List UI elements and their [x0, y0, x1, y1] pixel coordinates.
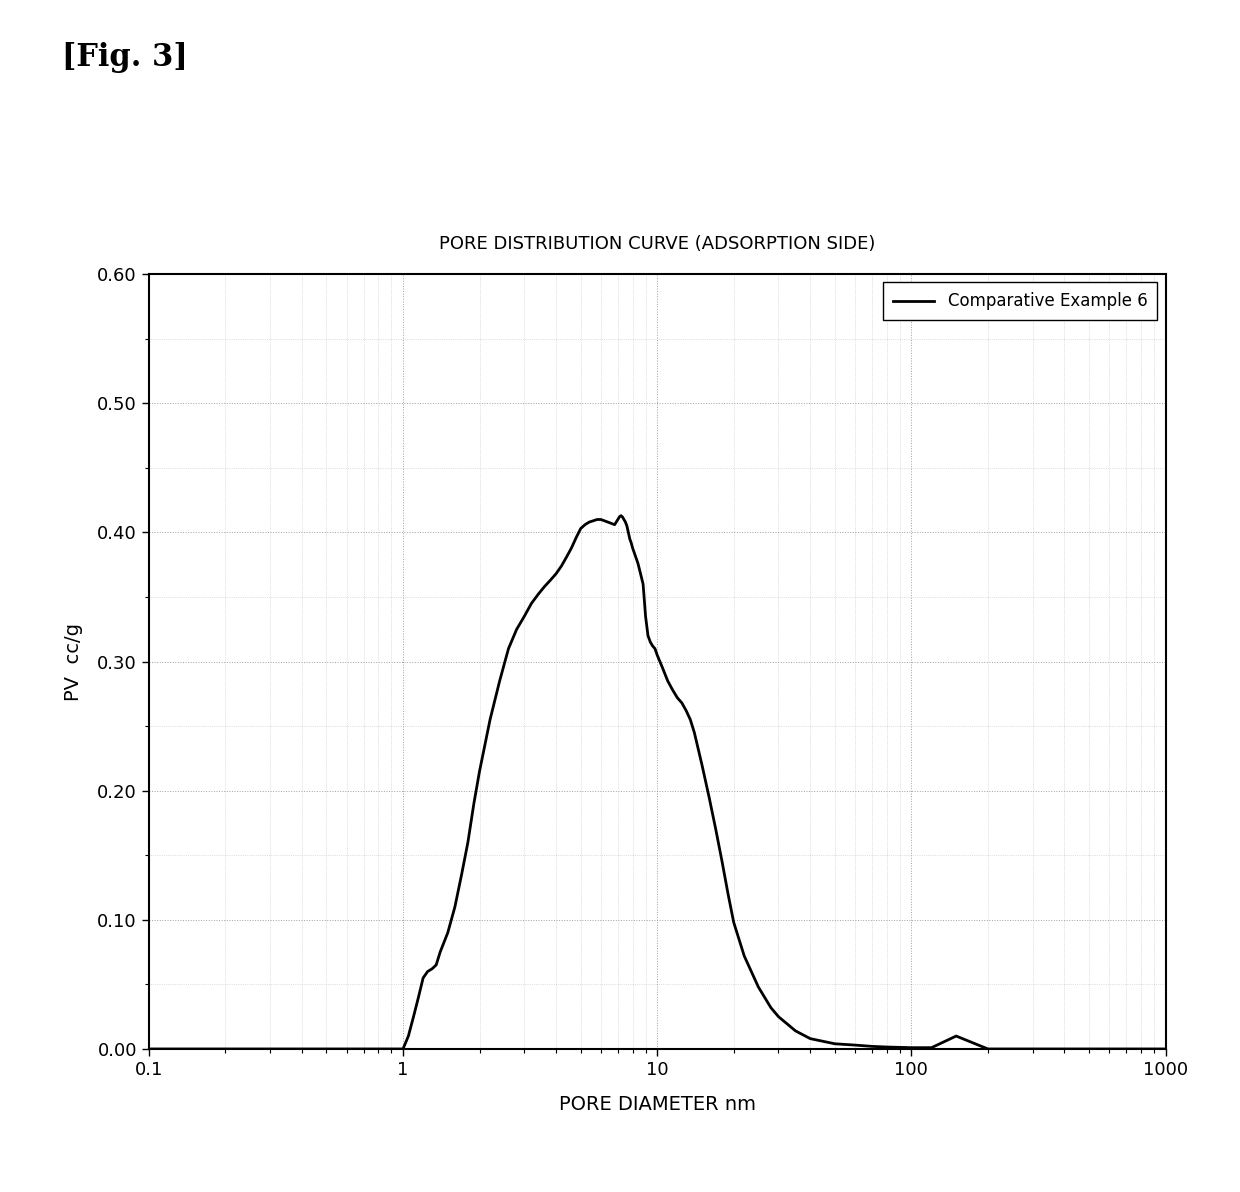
Legend: Comparative Example 6: Comparative Example 6	[883, 283, 1157, 321]
Line: Comparative Example 6: Comparative Example 6	[149, 516, 1166, 1049]
Comparative Example 6	[924, 1041, 939, 1055]
Text: [Fig. 3]: [Fig. 3]	[62, 42, 188, 73]
Comparative Example 6	[472, 764, 487, 778]
Comparative Example 6	[1158, 1042, 1173, 1056]
Comparative Example 6	[864, 1039, 879, 1054]
Comparative Example 6	[448, 900, 463, 914]
Comparative Example 6	[630, 557, 645, 571]
Y-axis label: PV  cc/g: PV cc/g	[64, 622, 83, 701]
Comparative Example 6	[141, 1042, 156, 1056]
Title: PORE DISTRIBUTION CURVE (ADSORPTION SIDE): PORE DISTRIBUTION CURVE (ADSORPTION SIDE…	[439, 235, 875, 253]
Comparative Example 6	[614, 509, 629, 523]
Comparative Example 6	[616, 513, 631, 527]
X-axis label: PORE DIAMETER nm: PORE DIAMETER nm	[559, 1095, 755, 1115]
